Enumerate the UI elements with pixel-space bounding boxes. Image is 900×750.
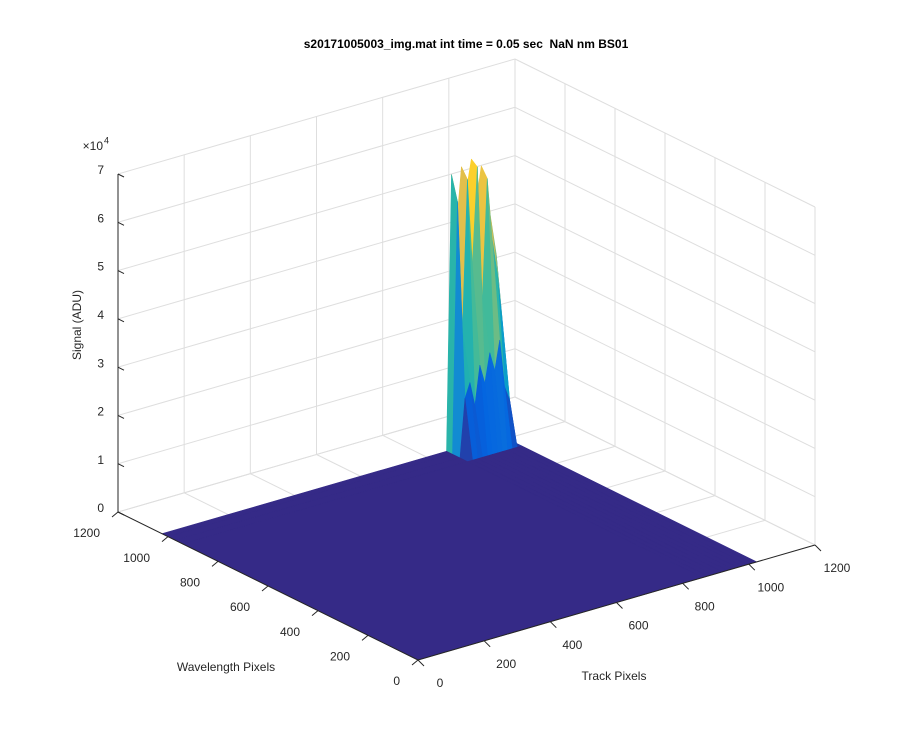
x-tick-label: 800 (695, 600, 715, 614)
y-tick (261, 585, 269, 592)
grid-line (514, 155, 816, 305)
y-tick-label: 1000 (123, 551, 150, 565)
y-tick-label: 400 (280, 625, 300, 639)
grid-line (514, 299, 816, 449)
z-tick (117, 270, 125, 275)
z-tick-label: 5 (97, 260, 104, 274)
grid-line (117, 106, 516, 223)
y-axis-label: Wavelength Pixels (177, 660, 275, 674)
y-tick-label: 600 (230, 600, 250, 614)
y-tick-label: 200 (330, 650, 350, 664)
z-tick (117, 318, 125, 323)
y-tick-label: 0 (393, 674, 400, 688)
z-axis-label: Signal (ADU) (70, 290, 84, 360)
grid-line (514, 251, 816, 401)
y-tick (411, 659, 419, 666)
grid-line (117, 155, 516, 272)
z-multiplier-exponent: 4 (104, 135, 109, 145)
x-tick-label: 1200 (824, 561, 851, 575)
z-tick-label: 1 (97, 453, 104, 467)
chart-title: s20171005003_img.mat int time = 0.05 sec… (304, 37, 629, 51)
x-tick (814, 544, 822, 552)
surface (161, 158, 758, 661)
x-tick (483, 640, 491, 648)
x-tick-label: 1000 (757, 580, 784, 594)
x-tick (417, 659, 425, 667)
grid-line (117, 251, 516, 368)
y-tick (211, 560, 219, 567)
z-tick-label: 2 (97, 405, 104, 419)
x-tick (616, 602, 623, 609)
grid-line (514, 106, 816, 256)
x-tick (549, 621, 557, 629)
x-tick (748, 563, 756, 571)
z-tick-label: 4 (97, 308, 104, 322)
grid-line (117, 58, 516, 175)
x-tick (682, 582, 690, 590)
y-tick (161, 536, 169, 543)
z-tick (117, 511, 125, 516)
z-tick-label: 6 (97, 211, 104, 225)
z-tick (117, 414, 125, 419)
z-tick-label: 7 (97, 163, 104, 177)
z-tick (117, 173, 125, 178)
z-tick (117, 221, 125, 226)
grid-line (514, 58, 816, 208)
x-axis-label: Track Pixels (582, 669, 647, 683)
axes: 0200400600800100012000200400600800100012… (73, 163, 850, 690)
grid-line (514, 396, 816, 546)
z-tick (117, 366, 125, 371)
y-tick (311, 610, 319, 617)
y-tick (361, 634, 369, 641)
y-tick-label: 800 (180, 576, 200, 590)
x-tick-label: 200 (496, 657, 516, 671)
z-tick (117, 463, 125, 468)
y-tick (111, 511, 119, 518)
x-tick-label: 0 (437, 676, 444, 690)
x-tick-label: 400 (562, 638, 582, 652)
x-tick-label: 600 (628, 619, 648, 633)
grid-line (514, 203, 816, 353)
y-tick-label: 1200 (73, 526, 100, 540)
z-tick-label: 3 (97, 356, 104, 370)
grid-line (514, 348, 816, 498)
grid-line (117, 203, 516, 320)
z-multiplier-base: ×10 (83, 139, 104, 153)
z-tick-label: 0 (97, 501, 104, 515)
